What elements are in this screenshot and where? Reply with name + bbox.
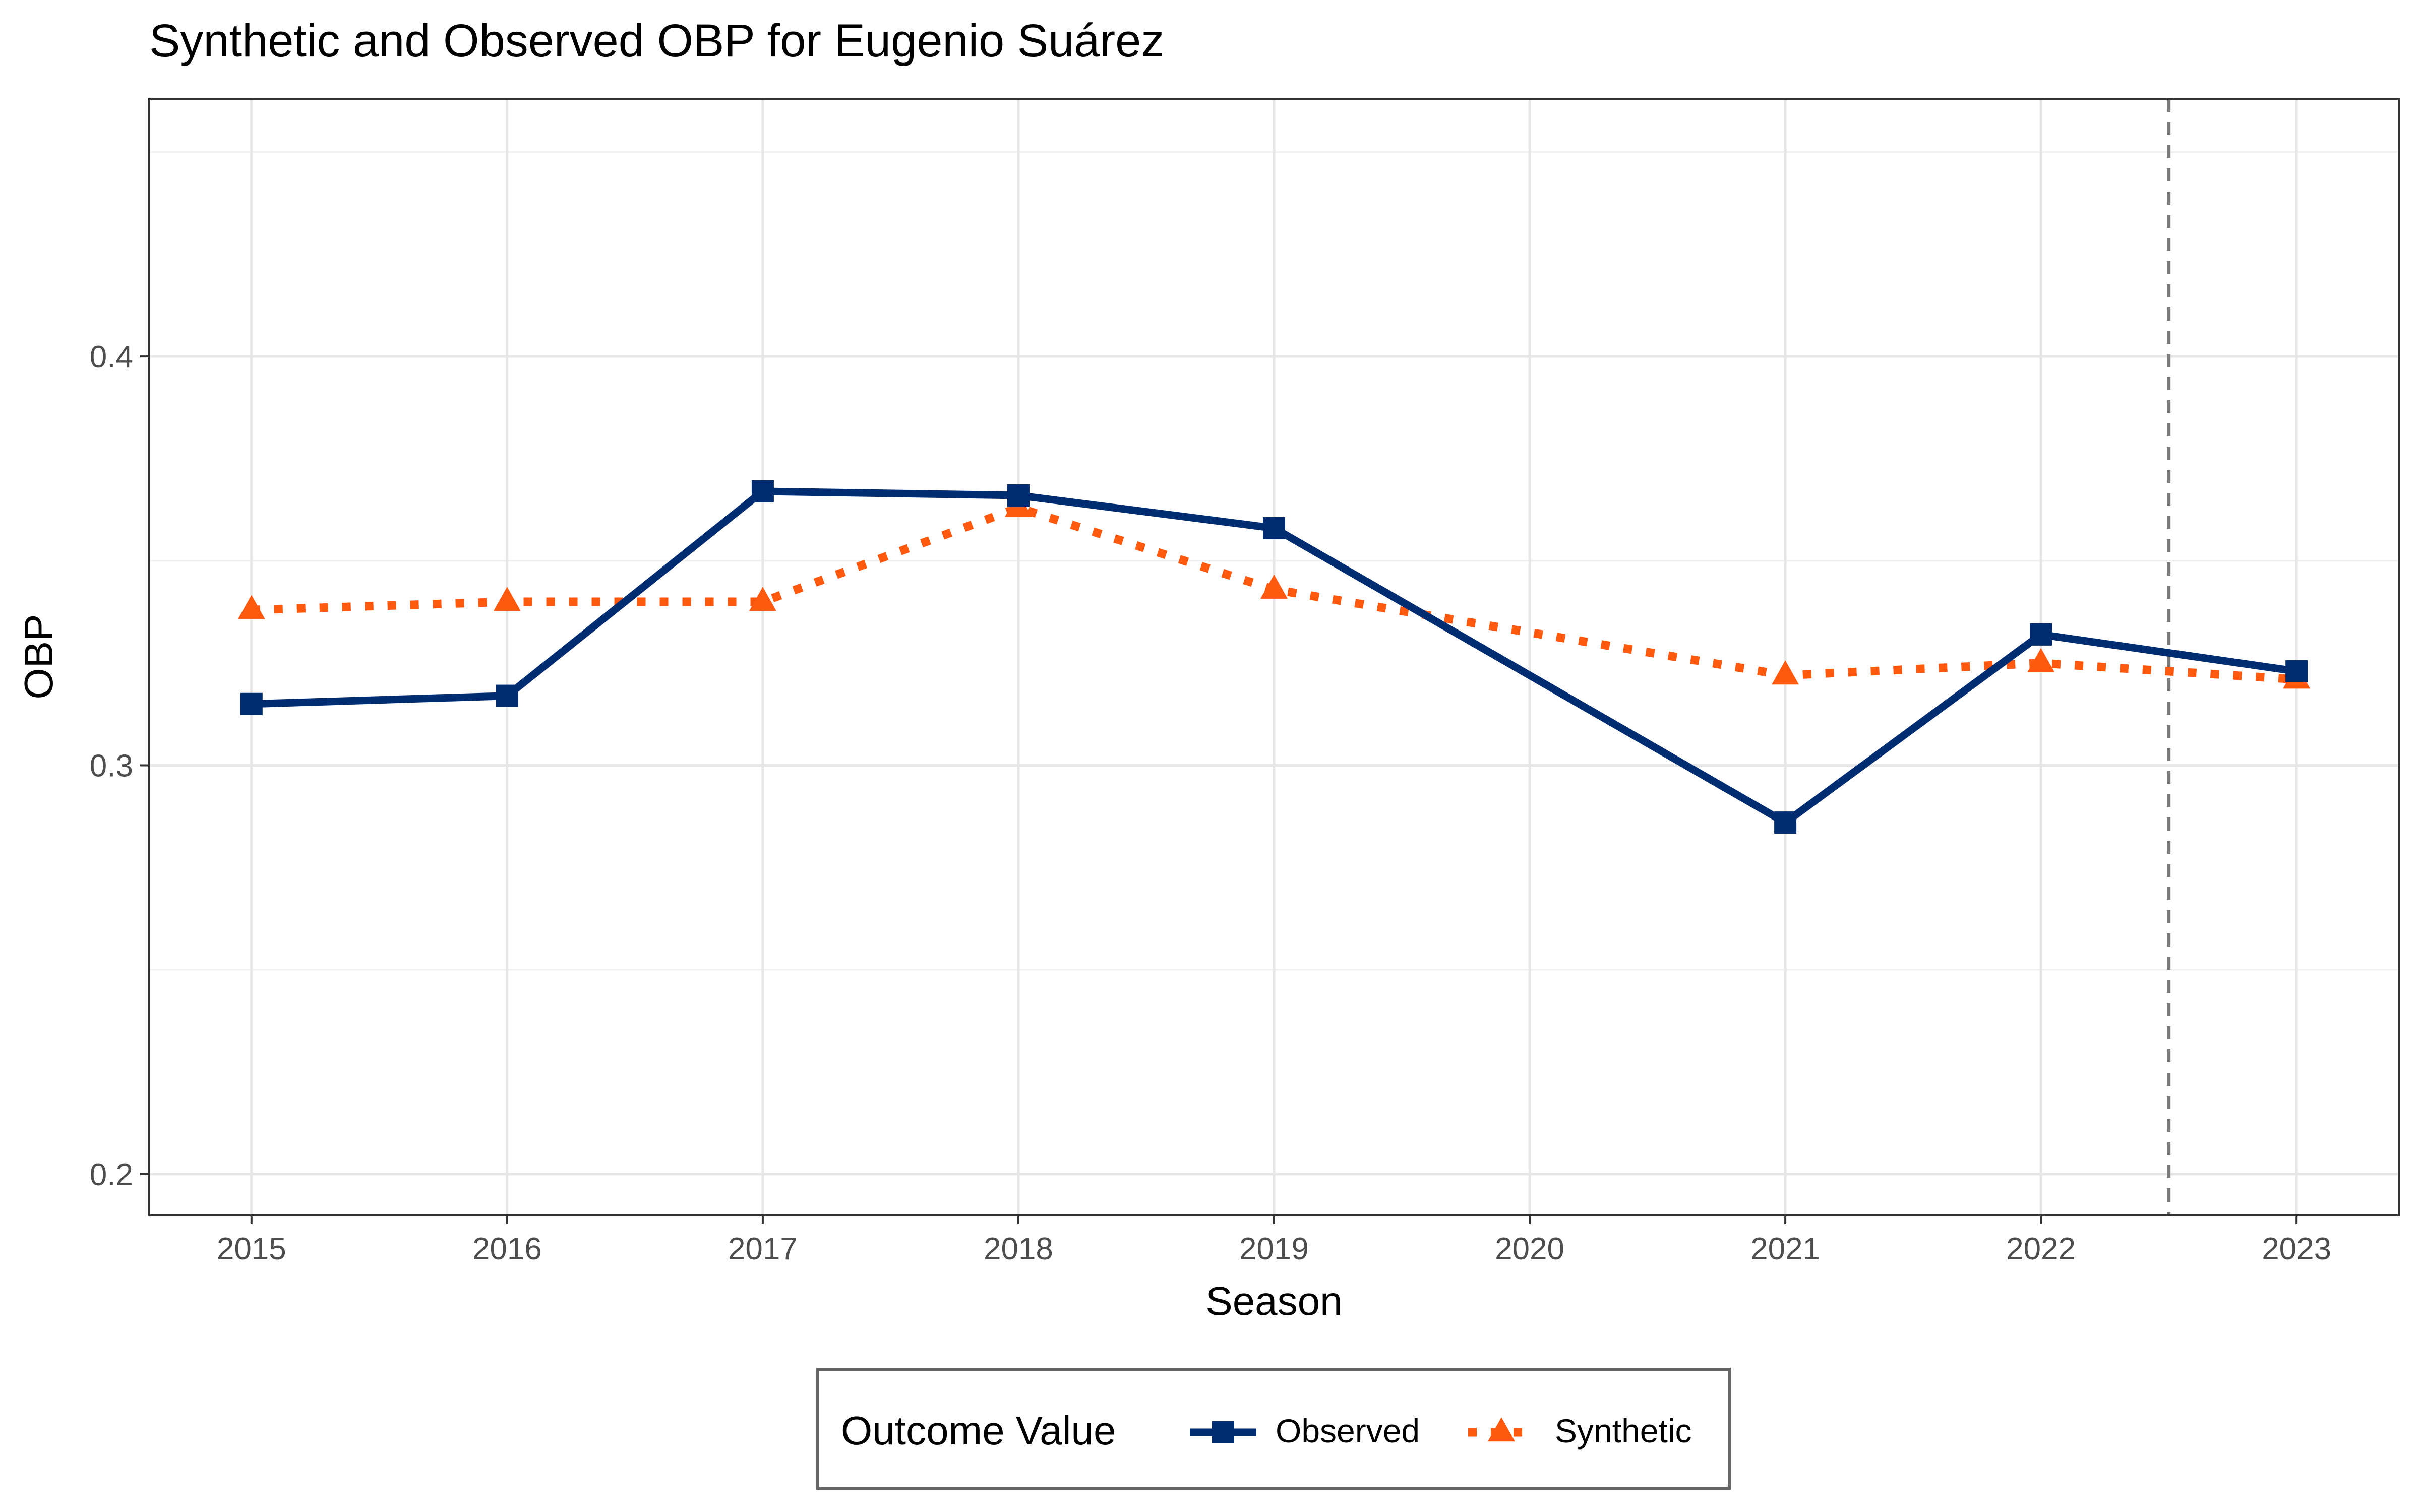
legend-label-synthetic: Synthetic <box>1555 1412 1691 1450</box>
legend-label-observed: Observed <box>1276 1412 1420 1450</box>
data-point-synthetic <box>1772 660 1799 685</box>
data-point-synthetic <box>749 587 776 611</box>
series-line-observed <box>251 487 2297 827</box>
x-tick-label: 2019 <box>1239 1232 1309 1267</box>
legend-box <box>816 1368 1731 1490</box>
data-point-observed <box>1007 484 1030 507</box>
grid-lines <box>149 99 2399 1215</box>
data-point-synthetic <box>493 587 521 611</box>
legend-key-synthetic-marker <box>1488 1417 1515 1442</box>
data-point-observed <box>2030 623 2052 646</box>
data-point-observed <box>240 692 263 715</box>
data-point-synthetic <box>2027 648 2055 672</box>
data-point-observed <box>751 480 774 502</box>
legend-title: Outcome Value <box>841 1408 1116 1453</box>
x-tick-label: 2022 <box>2006 1232 2076 1267</box>
x-tick-label: 2017 <box>728 1232 798 1267</box>
data-point-observed <box>1263 517 1285 539</box>
y-axis-title: OBP <box>16 614 61 700</box>
legend-keys <box>1190 1417 1535 1443</box>
y-tick-label: 0.2 <box>90 1158 133 1192</box>
x-tick-label: 2020 <box>1495 1232 1564 1267</box>
series-line-synthetic <box>251 503 2297 684</box>
x-tick-label: 2023 <box>2262 1232 2331 1267</box>
series-layer <box>237 480 2311 834</box>
chart-title: Synthetic and Observed OBP for Eugenio S… <box>149 15 1164 67</box>
x-axis-title: Season <box>1205 1279 1342 1324</box>
data-point-synthetic <box>237 595 265 619</box>
x-tick-label: 2021 <box>1750 1232 1820 1267</box>
axis-ticks: 0.2 0.3 0.4 2015 2016 2017 2018 2019 2020 2021 202… <box>90 340 2331 1267</box>
x-tick-label: 2018 <box>984 1232 1053 1267</box>
x-tick-label: 2016 <box>472 1232 542 1267</box>
y-tick-label: 0.4 <box>90 340 133 374</box>
data-point-synthetic <box>1260 574 1288 599</box>
data-point-observed <box>2285 660 2308 682</box>
x-tick-label: 2015 <box>217 1232 286 1267</box>
legend-key-observed-marker <box>1212 1421 1234 1443</box>
legend: Outcome Value Observed Synthetic <box>816 1368 1731 1490</box>
data-point-observed <box>496 684 518 707</box>
data-point-observed <box>1774 811 1797 834</box>
y-tick-label: 0.3 <box>90 749 133 784</box>
